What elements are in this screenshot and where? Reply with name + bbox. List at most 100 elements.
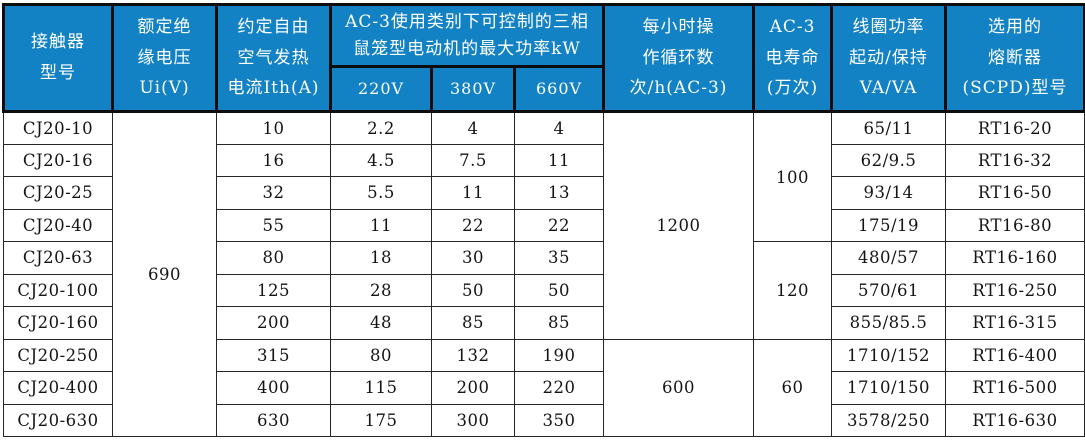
cell-p220: 80 — [330, 338, 432, 372]
cell-p660: 220 — [513, 371, 605, 405]
cell-p380: 132 — [431, 338, 515, 372]
cell-ith: 16 — [216, 143, 331, 177]
cell-p220: 2.2 — [330, 111, 432, 145]
cell-p380: 85 — [431, 306, 515, 340]
cell-coil: 93/14 — [831, 176, 947, 210]
table-row: CJ20-250 315 80 132 190 600 60 1710/152 … — [3, 338, 1085, 437]
table-body: CJ20-10 690 10 2.2 4 4 1200 100 65/11 RT… — [3, 111, 1085, 437]
cell-fuse: RT16-315 — [945, 306, 1085, 340]
cell-p660: 11 — [513, 143, 605, 177]
contactor-spec-table: 接触器 型号 额定绝 缘电压 Ui(V) 约定自由 空气发热 电流Ith(A) … — [2, 3, 1085, 437]
cell-coil: 3578/250 — [831, 403, 947, 437]
cell-model: CJ20-160 — [3, 306, 113, 340]
cell-coil: 570/61 — [831, 273, 947, 307]
cell-model: CJ20-40 — [3, 208, 113, 242]
cell-p380: 7.5 — [431, 143, 515, 177]
cell-p660: 13 — [513, 176, 605, 210]
cell-p380: 200 — [431, 371, 515, 405]
header-ith: 约定自由 空气发热 电流Ith(A) — [215, 3, 332, 113]
cell-model: CJ20-25 — [3, 176, 113, 210]
cell-model: CJ20-400 — [3, 371, 113, 405]
header-power-group: AC-3使用类别下可控制的三相 鼠笼型电动机的最大功率kW — [328, 3, 606, 68]
cell-fuse: RT16-400 — [945, 338, 1085, 372]
cell-ith: 80 — [216, 241, 331, 275]
cell-p380: 22 — [431, 208, 515, 242]
cell-model: CJ20-63 — [3, 241, 113, 275]
table-row: CJ20-630 630 175 300 350 3578/250 RT16-6… — [3, 403, 1085, 437]
cell-fuse: RT16-20 — [945, 111, 1085, 145]
cell-p380: 30 — [431, 241, 515, 275]
cell-coil: 175/19 — [831, 208, 947, 242]
cell-coil: 480/57 — [831, 241, 947, 275]
cell-p220: 11 — [330, 208, 432, 242]
cell-fuse: RT16-80 — [945, 208, 1085, 242]
cell-p380: 300 — [431, 403, 515, 437]
cell-p660: 85 — [513, 306, 605, 340]
cell-model: CJ20-16 — [3, 143, 113, 177]
cell-model: CJ20-10 — [3, 111, 113, 145]
cell-p660: 350 — [513, 403, 605, 437]
cell-cycles-merged-bottom: 600 — [603, 338, 755, 437]
header-220v: 220V — [329, 65, 433, 113]
cell-fuse: RT16-50 — [945, 176, 1085, 210]
cell-p380: 50 — [431, 273, 515, 307]
table-row: CJ20-400 400 115 200 220 1710/150 RT16-5… — [3, 371, 1085, 405]
cell-fuse: RT16-32 — [945, 143, 1085, 177]
header-row-main: 接触器 型号 额定绝 缘电压 Ui(V) 约定自由 空气发热 电流Ith(A) … — [2, 3, 1085, 113]
cell-ith: 400 — [216, 371, 331, 405]
header-ui: 额定绝 缘电压 Ui(V) — [111, 3, 218, 113]
cell-ith: 55 — [216, 208, 331, 242]
cell-ui-merged: 690 — [112, 111, 217, 437]
cell-coil: 65/11 — [831, 111, 947, 145]
cell-p660: 190 — [513, 338, 605, 372]
table-row: CJ20-16 16 4.5 7.5 11 62/9.5 RT16-32 — [3, 143, 1085, 177]
cell-p220: 4.5 — [330, 143, 432, 177]
cell-model: CJ20-250 — [3, 338, 113, 372]
cell-life-merged-bottom: 60 — [753, 338, 833, 437]
cell-life-merged-top: 100 — [753, 111, 833, 242]
cell-p220: 48 — [330, 306, 432, 340]
cell-coil: 1710/150 — [831, 371, 947, 405]
cell-p220: 115 — [330, 371, 432, 405]
header-fuse: 选用的 熔断器 (SCPD)型号 — [944, 3, 1085, 113]
cell-p660: 35 — [513, 241, 605, 275]
cell-ith: 630 — [216, 403, 331, 437]
cell-p220: 175 — [330, 403, 432, 437]
header-cycles: 每小时操 作循环数 次/h(AC-3) — [602, 3, 756, 113]
cell-ith: 200 — [216, 306, 331, 340]
cell-ith: 315 — [216, 338, 331, 372]
cell-coil: 1710/152 — [831, 338, 947, 372]
header-coil: 线圈功率 起动/保持 VA/VA — [830, 3, 948, 113]
cell-coil: 62/9.5 — [831, 143, 947, 177]
cell-coil: 855/85.5 — [831, 306, 947, 340]
cell-ith: 10 — [216, 111, 331, 145]
cell-p220: 28 — [330, 273, 432, 307]
table-row: CJ20-25 32 5.5 11 13 93/14 RT16-50 — [3, 176, 1085, 210]
table-header: 接触器 型号 额定绝 缘电压 Ui(V) 约定自由 空气发热 电流Ith(A) … — [2, 3, 1085, 113]
table-row: CJ20-63 80 18 30 35 120 480/57 RT16-160 — [3, 241, 1085, 340]
cell-p660: 4 — [513, 111, 605, 145]
cell-p380: 11 — [431, 176, 515, 210]
header-380v: 380V — [430, 65, 516, 113]
header-row-sub: 220V 380V 660V — [4, 65, 1085, 113]
header-life: AC-3 电寿命 (万次) — [752, 3, 834, 113]
cell-p220: 18 — [330, 241, 432, 275]
cell-p380: 4 — [431, 111, 515, 145]
header-model: 接触器 型号 — [2, 3, 114, 113]
cell-model: CJ20-100 — [3, 273, 113, 307]
cell-fuse: RT16-500 — [945, 371, 1085, 405]
table-row: CJ20-10 690 10 2.2 4 4 1200 100 65/11 RT… — [3, 111, 1085, 437]
table-row: CJ20-100 125 28 50 50 570/61 RT16-250 — [3, 273, 1085, 307]
cell-cycles-merged-top: 1200 — [603, 111, 755, 340]
cell-life-merged-mid: 120 — [753, 241, 833, 340]
cell-model: CJ20-630 — [3, 403, 113, 437]
table-row: CJ20-160 200 48 85 85 855/85.5 RT16-315 — [3, 306, 1085, 340]
cell-ith: 125 — [216, 273, 331, 307]
cell-fuse: RT16-250 — [945, 273, 1085, 307]
table-row: CJ20-40 55 11 22 22 175/19 RT16-80 — [3, 208, 1085, 242]
header-660v: 660V — [512, 65, 606, 113]
cell-ith: 32 — [216, 176, 331, 210]
cell-p220: 5.5 — [330, 176, 432, 210]
cell-fuse: RT16-630 — [945, 403, 1085, 437]
